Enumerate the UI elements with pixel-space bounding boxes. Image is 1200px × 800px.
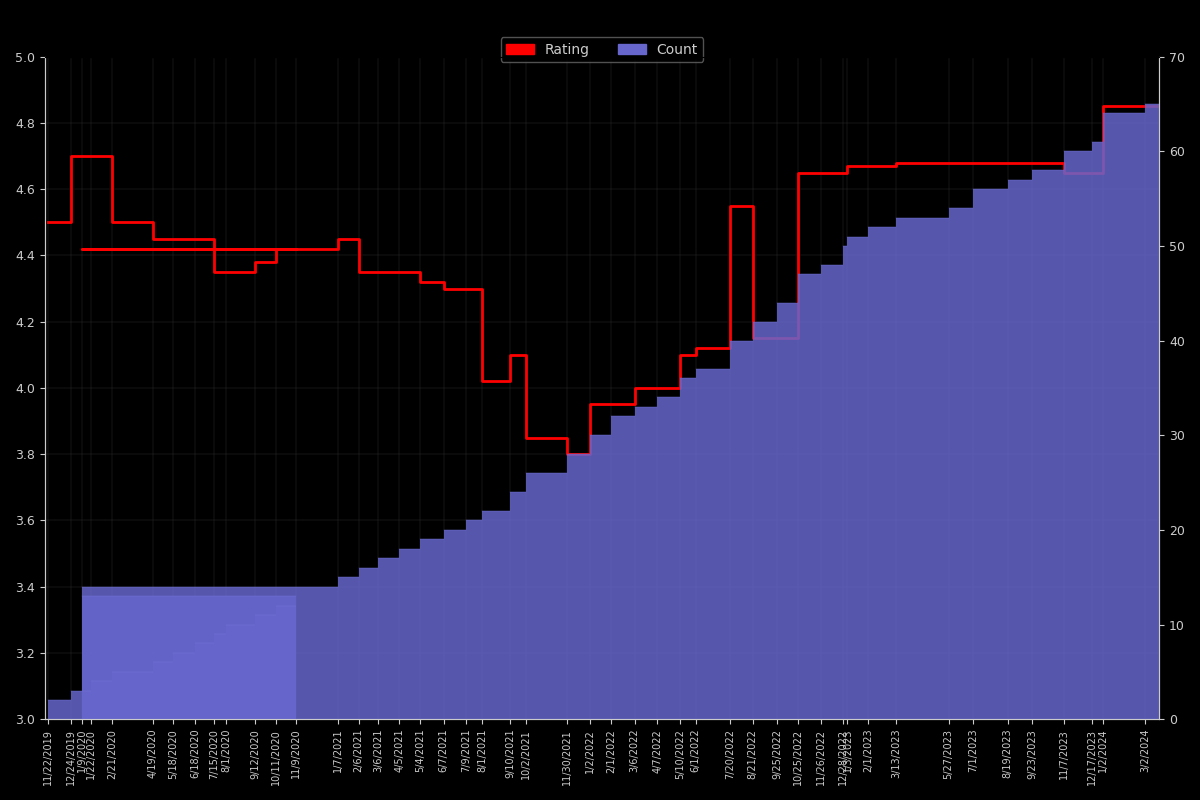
- Legend: Rating, Count: Rating, Count: [500, 37, 703, 62]
